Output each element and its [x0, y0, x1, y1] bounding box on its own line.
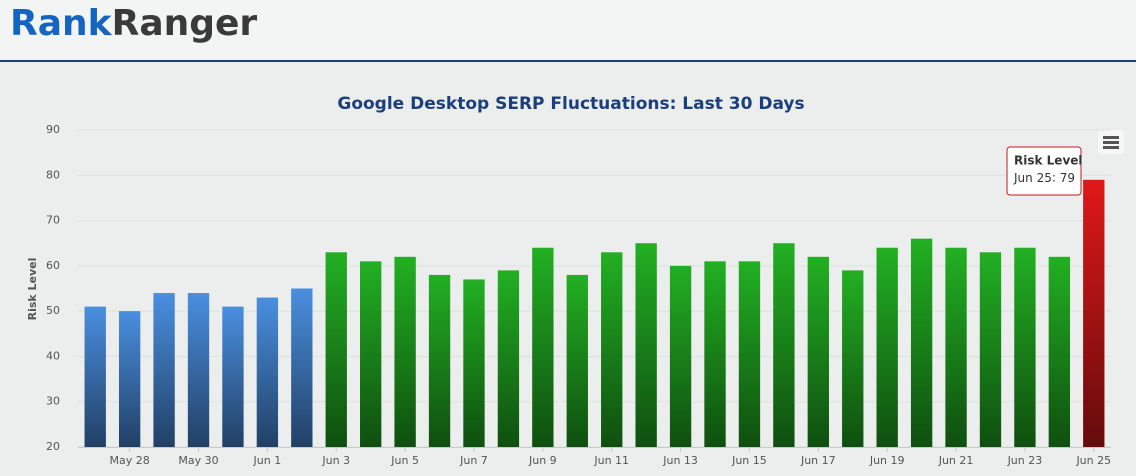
bar — [876, 247, 898, 447]
header-rule — [0, 60, 1136, 62]
bar — [428, 274, 451, 447]
bar — [1014, 247, 1036, 447]
x-tick-label: Jun 15 — [731, 454, 767, 467]
x-tick-label: Jun 25 — [1075, 454, 1111, 467]
bar — [187, 293, 210, 447]
bar — [532, 247, 554, 447]
bar — [84, 306, 106, 447]
bar — [394, 256, 416, 447]
menu-line — [1103, 136, 1119, 139]
x-tick-label: May 28 — [110, 454, 150, 467]
y-tick-label: 70 — [46, 214, 60, 227]
bar — [222, 306, 244, 447]
bar — [945, 247, 967, 447]
x-tick-label: Jun 11 — [593, 454, 629, 467]
x-tick-label: Jun 7 — [459, 454, 488, 467]
x-tick-label: Jun 17 — [800, 454, 836, 467]
bar — [497, 270, 520, 447]
y-axis-label: Risk Level — [26, 258, 39, 321]
y-tick-label: 90 — [46, 123, 60, 136]
x-tick-label: Jun 13 — [662, 454, 698, 467]
bar — [291, 288, 313, 447]
bar — [256, 297, 279, 447]
tooltip-title: Risk Level — [1014, 154, 1083, 168]
bar — [153, 293, 175, 447]
x-tick-label: Jun 5 — [390, 454, 419, 467]
menu-button[interactable] — [1098, 130, 1124, 154]
logo-first: Rank — [10, 3, 113, 44]
bar — [118, 311, 141, 447]
bar — [325, 252, 347, 447]
x-tick-label: Jun 1 — [253, 454, 282, 467]
bar — [738, 261, 761, 447]
logo-second: Ranger — [112, 3, 258, 44]
bar — [1048, 256, 1071, 447]
bar — [807, 256, 829, 447]
menu-line — [1103, 146, 1119, 149]
x-tick-label: Jun 23 — [1007, 454, 1043, 467]
bar — [910, 238, 933, 447]
tooltip-category: Jun 25 — [1013, 171, 1052, 185]
bar — [635, 243, 657, 447]
bar — [669, 265, 692, 447]
x-tick-label: Jun 19 — [869, 454, 905, 467]
bar — [601, 252, 623, 447]
x-tick-label: Jun 9 — [528, 454, 557, 467]
x-tick-label: May 30 — [178, 454, 218, 467]
bar — [979, 252, 1002, 447]
header-bar — [0, 0, 1136, 60]
tooltip: Risk Level Jun 25: 79 — [1006, 146, 1083, 196]
x-tick-label: Jun 3 — [321, 454, 350, 467]
logo[interactable]: RankRanger — [10, 3, 257, 44]
y-tick-label: 60 — [46, 259, 60, 272]
tooltip-text: Jun 25: 79 — [1013, 171, 1075, 185]
bar — [842, 270, 864, 447]
x-tick-label: Jun 21 — [938, 454, 974, 467]
y-tick-label: 40 — [46, 349, 60, 362]
bar — [773, 243, 795, 447]
bar — [360, 261, 382, 447]
plot: 20 30 40 50 60 70 80 90 May 28 May 30 Jun 1 Jun 3 Ju… — [46, 123, 1111, 467]
y-tick-label: 20 — [46, 440, 60, 453]
y-tick-label: 50 — [46, 304, 60, 317]
bar — [1083, 179, 1105, 448]
bar — [566, 274, 588, 447]
bar — [463, 279, 485, 447]
y-tick-label: 80 — [46, 168, 60, 181]
chart-title: Google Desktop SERP Fluctuations: Last 3… — [337, 94, 804, 114]
bar — [704, 261, 726, 447]
tooltip-box — [1006, 146, 1082, 196]
menu-line — [1103, 141, 1119, 144]
y-tick-label: 30 — [46, 395, 60, 408]
tooltip-value: 79 — [1060, 171, 1075, 185]
